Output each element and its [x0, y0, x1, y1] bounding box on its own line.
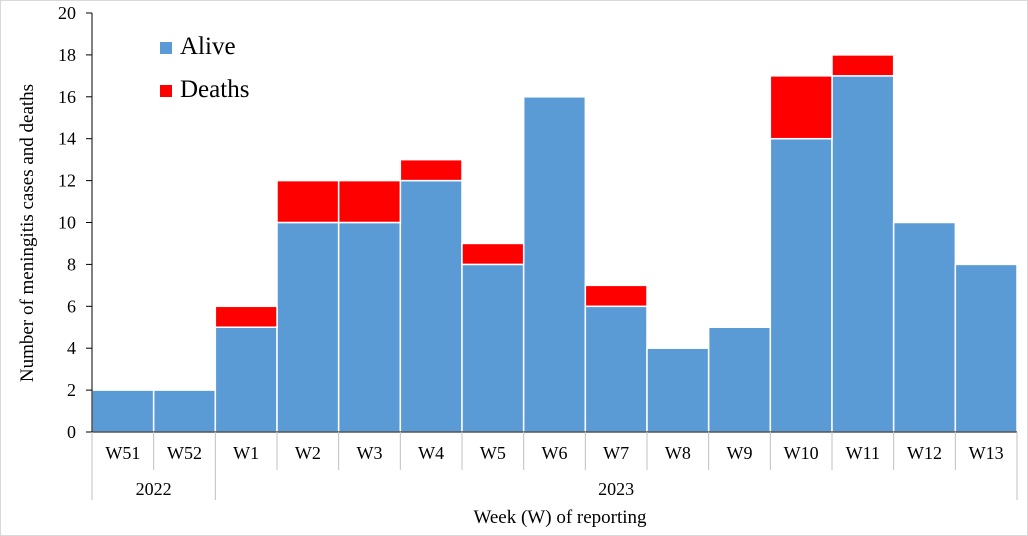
x-group-label: 2023 [598, 479, 634, 499]
y-axis: 0 2 4 6 8 10 12 14 16 18 20 [58, 3, 93, 442]
x-tick-label: W9 [727, 443, 753, 463]
x-tick-label: W2 [295, 443, 321, 463]
bar-alive-w3 [337, 221, 402, 433]
bar-alive-w8 [646, 347, 710, 433]
y-tick-label: 10 [58, 213, 76, 233]
x-tick-label: W52 [167, 443, 202, 463]
x-tick-label: W3 [357, 443, 383, 463]
bar-deaths-w11 [831, 54, 895, 77]
bar-alive-w9 [707, 326, 772, 433]
y-tick-label: 4 [67, 338, 76, 358]
bar-deaths-w4 [399, 158, 463, 182]
bar-deaths-w5 [461, 242, 525, 266]
y-tick-label: 2 [67, 380, 76, 400]
x-tick-label: W10 [784, 443, 819, 463]
y-tick-label: 14 [58, 129, 76, 149]
x-tick-label: W6 [542, 443, 568, 463]
bar-alive-w4 [399, 179, 463, 433]
plot-area [91, 54, 1018, 433]
x-tick-label: W5 [480, 443, 506, 463]
x-tick-label: W11 [846, 443, 880, 463]
x-tick-label: W7 [603, 443, 629, 463]
bar-alive-w11 [831, 75, 895, 433]
y-tick-label: 8 [67, 254, 76, 274]
y-tick-label: 20 [58, 3, 76, 23]
bar-alive-w52 [152, 389, 217, 433]
bar-alive-w13 [954, 263, 1018, 433]
bar-deaths-w1 [214, 305, 278, 328]
y-tick-label: 16 [58, 87, 76, 107]
y-tick-label: 0 [67, 422, 76, 442]
legend-swatch-deaths [160, 85, 172, 97]
x-tick-label: W4 [418, 443, 444, 463]
bar-deaths-w2 [276, 179, 340, 224]
y-axis-label: Number of meningitis cases and deaths [17, 84, 38, 382]
x-tick-label: W12 [907, 443, 942, 463]
bar-deaths-w10 [769, 75, 833, 140]
x-tick-label: W8 [665, 443, 691, 463]
legend-swatch-alive [160, 42, 172, 54]
y-tick-label: 12 [58, 171, 76, 191]
y-tick-label: 18 [58, 45, 76, 65]
bar-alive-w10 [769, 137, 833, 433]
bar-alive-w6 [522, 96, 587, 433]
x-tick-label: W13 [969, 443, 1004, 463]
bar-alive-w5 [461, 263, 525, 433]
bar-deaths-w3 [337, 179, 402, 224]
bar-alive-w12 [892, 221, 957, 433]
legend: Alive Deaths [160, 33, 249, 103]
bar-alive-w51 [91, 389, 155, 433]
bar-deaths-w7 [584, 284, 648, 308]
x-group-label: 2022 [136, 479, 172, 499]
x-axis-label: Week (W) of reporting [473, 507, 647, 528]
legend-label-deaths: Deaths [180, 76, 249, 103]
y-tick-label: 6 [67, 296, 76, 316]
bar-alive-w2 [276, 221, 340, 433]
x-tick-label: W1 [233, 443, 259, 463]
x-tick-label: W51 [105, 443, 140, 463]
bar-alive-w7 [584, 305, 648, 433]
bar-alive-w1 [214, 326, 278, 433]
x-axis: W51 W52 W1 W2 W3 W4 W5 W6 W7 W8 W9 W10 W11 W12 W13 2022… [91, 431, 1018, 500]
legend-label-alive: Alive [180, 33, 236, 60]
